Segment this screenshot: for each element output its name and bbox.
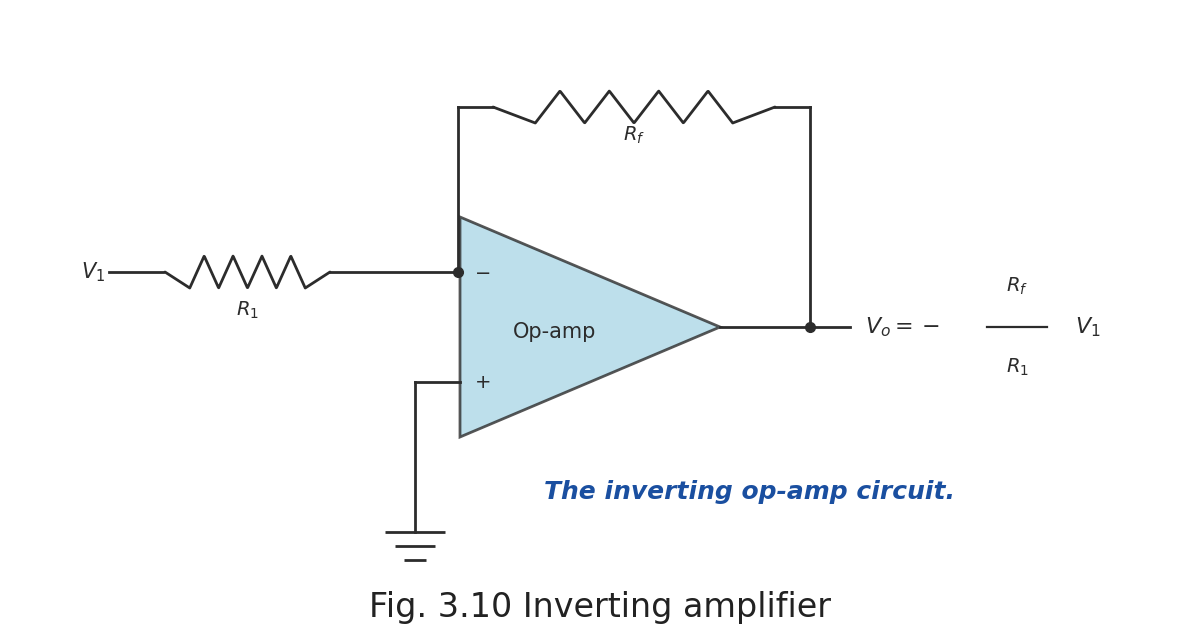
Text: $+$: $+$ [474,373,490,392]
Polygon shape [460,217,720,437]
Text: $V_1$: $V_1$ [1075,315,1100,339]
Text: The inverting op-amp circuit.: The inverting op-amp circuit. [545,480,955,504]
Text: Op-amp: Op-amp [514,322,596,342]
Text: $R_f$: $R_f$ [1006,276,1028,297]
Text: Fig. 3.10 Inverting amplifier: Fig. 3.10 Inverting amplifier [368,590,830,624]
Text: $R_f$: $R_f$ [623,125,646,147]
Text: $V_1$: $V_1$ [80,260,106,284]
Text: $-$: $-$ [474,262,490,282]
Text: $R_1$: $R_1$ [236,300,259,321]
Text: $R_1$: $R_1$ [1006,357,1028,378]
Text: $V_o = -$: $V_o = -$ [865,315,941,339]
